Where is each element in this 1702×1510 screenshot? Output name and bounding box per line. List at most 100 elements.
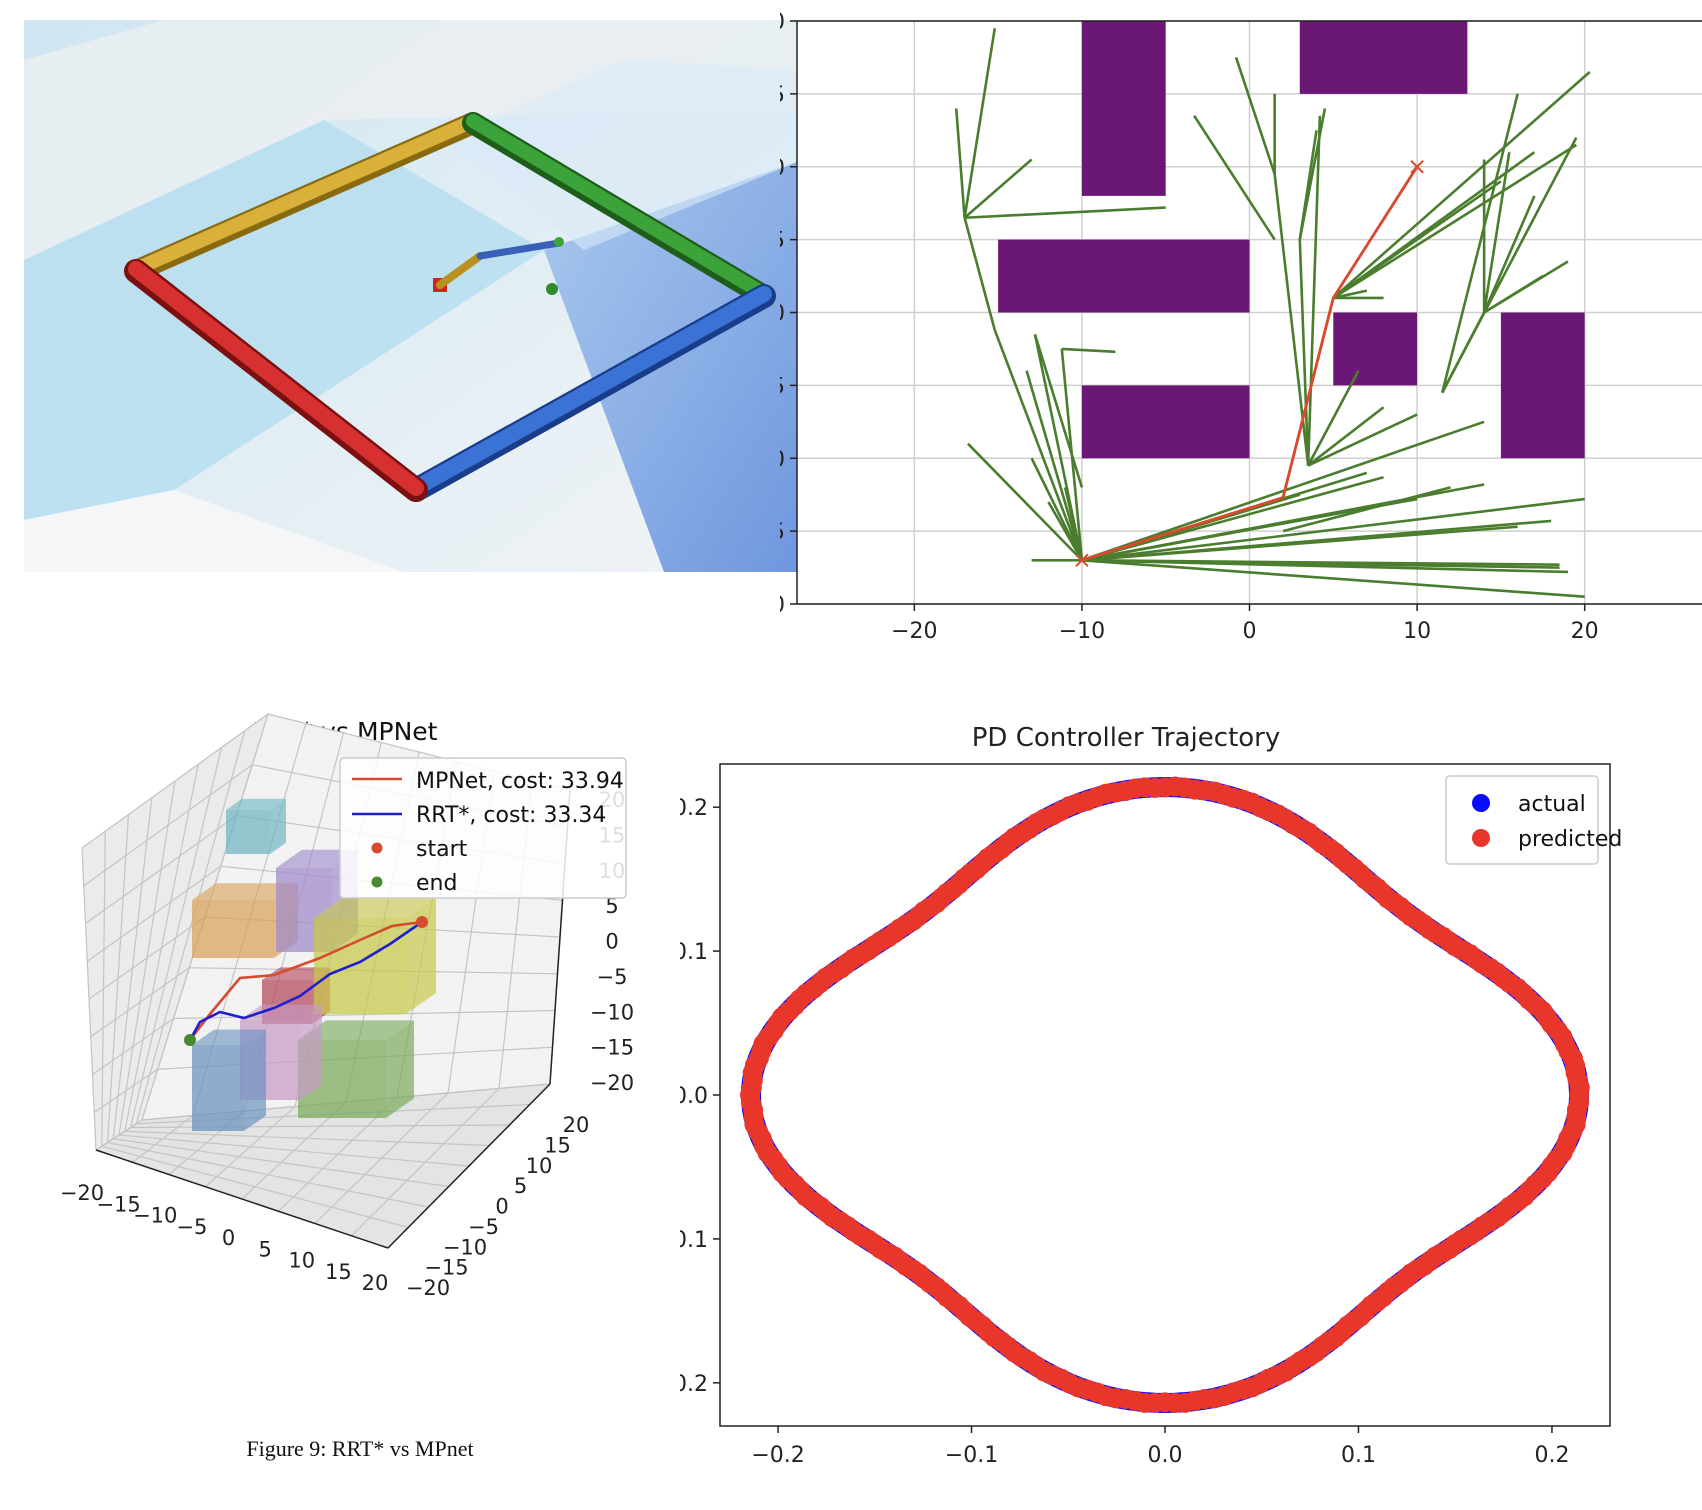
grid-line [129,747,223,1128]
x-tick-label: −0.1 [945,1443,998,1468]
grid-line [118,780,176,1136]
legend-label-mpnet: MPNet, cost: 33.94 [416,769,624,794]
grid-line [90,967,190,1038]
legend-label-rrt: RRT*, cost: 33.34 [416,803,606,828]
legend-label-end: end [416,871,457,896]
tree-edge [963,158,1033,219]
floor-tile [444,60,802,250]
tree-edge [1307,406,1385,467]
tree-edge [1332,180,1502,299]
y-tick-label: 20 [780,10,785,35]
legend-marker-actual [1472,794,1490,812]
x-tick-label: 5 [258,1237,271,1261]
grid-line [124,1130,490,1147]
z-tick-label: 5 [605,894,618,918]
rrt-path [188,920,423,1041]
tree-edge [1081,475,1384,562]
end-marker [184,1034,196,1046]
y-tick-label: 10 [780,156,785,181]
y-tick-label: −5 [468,1215,499,1239]
x-tick-label: 15 [325,1260,352,1284]
start-marker [1075,553,1089,567]
chart-title: PD Controller Trajectory [972,723,1281,753]
y-tick-label: −20 [780,593,785,618]
tree-edge [1298,239,1310,466]
tree-edge [1482,151,1511,313]
tree-edge [1081,497,1585,562]
x-tick-label: 0.0 [1148,1443,1183,1468]
tree-edge [1081,420,1485,562]
y-tick-label: 5 [514,1174,527,1198]
rrt-mpnet-3d-plot: RRT* vs MPNet −20−15−10−5 0 5 10 15 20 −20−15−… [60,712,634,1300]
x-tick-label: −0.2 [751,1443,804,1468]
tree-edge [954,108,966,218]
z-tick-label: 0 [605,930,618,954]
y-tick-label: −15 [424,1256,468,1280]
predicted-point [1569,1092,1590,1113]
tree-edge [1482,195,1536,314]
y-axis [387,1083,551,1249]
grid-line [124,764,199,1132]
tree-edge [1081,519,1552,562]
x-tick-label: −20 [60,1181,104,1205]
tree-edge [1234,57,1276,175]
x-tick-label: −10 [133,1204,177,1228]
tree-edge [1332,143,1577,300]
rrt-mpnet-3d-chart: RRT* vs MPNet −20 −15 −10 −5 0 5 10 15 20 −20 −15−… [30,700,690,1470]
legend-label-predicted: predicted [1518,827,1622,852]
z-tick-label: −10 [590,1000,634,1024]
target-ball [546,283,558,295]
pd-trajectory-plot: PD Controller Trajectory −0.2 −0.1 0.0 0.1 0… [655,723,1623,1468]
y-tick-label: 0.1 [680,940,708,965]
reacher-render-image [24,20,802,572]
grid-line [92,1018,174,1075]
grid-line [95,1119,143,1151]
legend-label-start: start [416,837,468,862]
start-marker [416,916,428,928]
z-tick-label: −20 [590,1071,634,1095]
arena-walls [124,112,776,502]
tree-edge [1307,370,1360,467]
solution-path [1081,165,1419,562]
tree-edge [1060,348,1084,561]
legend-label-actual: actual [1518,792,1586,817]
y-tick-label: −10 [780,447,785,472]
obstacle [1081,385,1250,459]
x-axis [95,1149,389,1249]
tree-edge [1333,289,1368,300]
legend-frame [339,757,627,899]
x-tick-label: 10 [1403,619,1431,644]
tree-edge [1440,93,1519,393]
grid-line [351,1088,500,1237]
x-tick-label: 0.1 [1341,1443,1376,1468]
z-tick-label: −5 [597,965,628,989]
x-tick-label: −20 [891,619,937,644]
tree-edge [1047,501,1084,561]
legend-marker-start [371,842,383,854]
tree-edge [967,442,1083,562]
tree-edge [1193,115,1276,241]
rrt-2d-chart: −20 −10 0 10 20 20 15 10 5 0 −5 −10 −15 −20 [739,0,1702,712]
legend: MPNet, cost: 33.94 RRT*, cost: 33.34 sta… [339,757,627,899]
mpnet-path [188,920,423,1041]
grid-line [314,1092,449,1224]
floor-tile [24,120,544,520]
x-tick-label: 0 [222,1226,235,1250]
tree-edge [964,206,1166,220]
obstacle [1081,21,1166,196]
x-tick-label: −15 [96,1192,140,1216]
obstacle [998,239,1250,313]
y-tick-label: 0 [495,1195,508,1219]
grid-line [118,1134,470,1167]
x-tick-label: 20 [1571,619,1599,644]
y-tick-label: −0.2 [680,1372,708,1397]
tree-edge [1025,370,1084,561]
pd-trajectory-chart: PD Controller Trajectory −0.2 −0.1 0.0 0.1 0… [655,712,1702,1502]
figure-caption: Figure 9: RRT* vs MPnet [246,1436,474,1461]
legend: actual predicted [1445,775,1622,865]
legend-marker-end [371,876,383,888]
y-tick-label: 10 [526,1154,553,1178]
y-tick-label: −10 [443,1235,487,1259]
tree-edge [1307,413,1418,467]
x-tick-label: 0.2 [1534,1443,1569,1468]
